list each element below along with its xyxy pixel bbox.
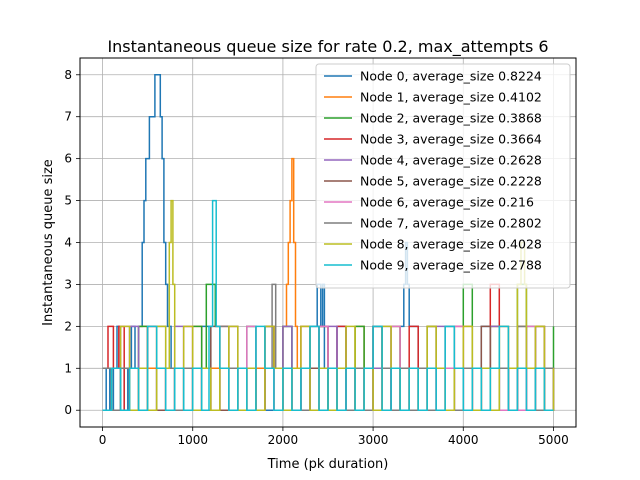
x-tick-label: 4000 (448, 433, 479, 447)
x-tick-label: 5000 (538, 433, 569, 447)
x-axis: 0 1000 2000 3000 4000 5000 (99, 427, 569, 447)
x-axis-label: Time (pk duration) (267, 457, 389, 472)
legend-label: Node 5, average_size 0.2228 (360, 174, 542, 189)
y-tick-label: 2 (64, 319, 72, 333)
legend-label: Node 2, average_size 0.3868 (360, 111, 542, 126)
legend-label: Node 7, average_size 0.2802 (360, 216, 542, 231)
y-axis-label: Instantaneous queue size (41, 159, 56, 326)
x-tick-label: 2000 (268, 433, 299, 447)
plot-series (102, 74, 555, 411)
y-tick-label: 3 (64, 277, 72, 291)
y-tick-label: 8 (64, 68, 72, 82)
y-tick-label: 6 (64, 152, 72, 166)
legend-label: Node 6, average_size 0.216 (360, 195, 534, 210)
legend-label: Node 3, average_size 0.3664 (360, 132, 542, 147)
chart-title: Instantaneous queue size for rate 0.2, m… (107, 37, 548, 57)
legend-label: Node 1, average_size 0.4102 (360, 90, 542, 105)
x-tick-label: 3000 (358, 433, 389, 447)
y-tick-label: 5 (64, 194, 72, 208)
legend-box (315, 63, 571, 289)
series-line-node-9 (102, 199, 554, 411)
legend-label: Node 9, average_size 0.2788 (360, 258, 542, 273)
legend-label: Node 4, average_size 0.2628 (360, 153, 542, 168)
legend: Node 0, average_size 0.8224 Node 1, avera… (315, 63, 571, 289)
y-tick-label: 1 (64, 361, 72, 375)
y-tick-label: 7 (64, 110, 72, 124)
x-tick-label: 1000 (177, 433, 208, 447)
legend-label: Node 8, average_size 0.4028 (360, 237, 542, 252)
x-tick-label: 0 (99, 433, 107, 447)
y-axis: 0 1 2 3 4 5 6 7 8 (64, 68, 80, 417)
y-tick-label: 4 (64, 236, 72, 250)
y-tick-label: 0 (64, 403, 72, 417)
legend-label: Node 0, average_size 0.8224 (360, 69, 542, 84)
